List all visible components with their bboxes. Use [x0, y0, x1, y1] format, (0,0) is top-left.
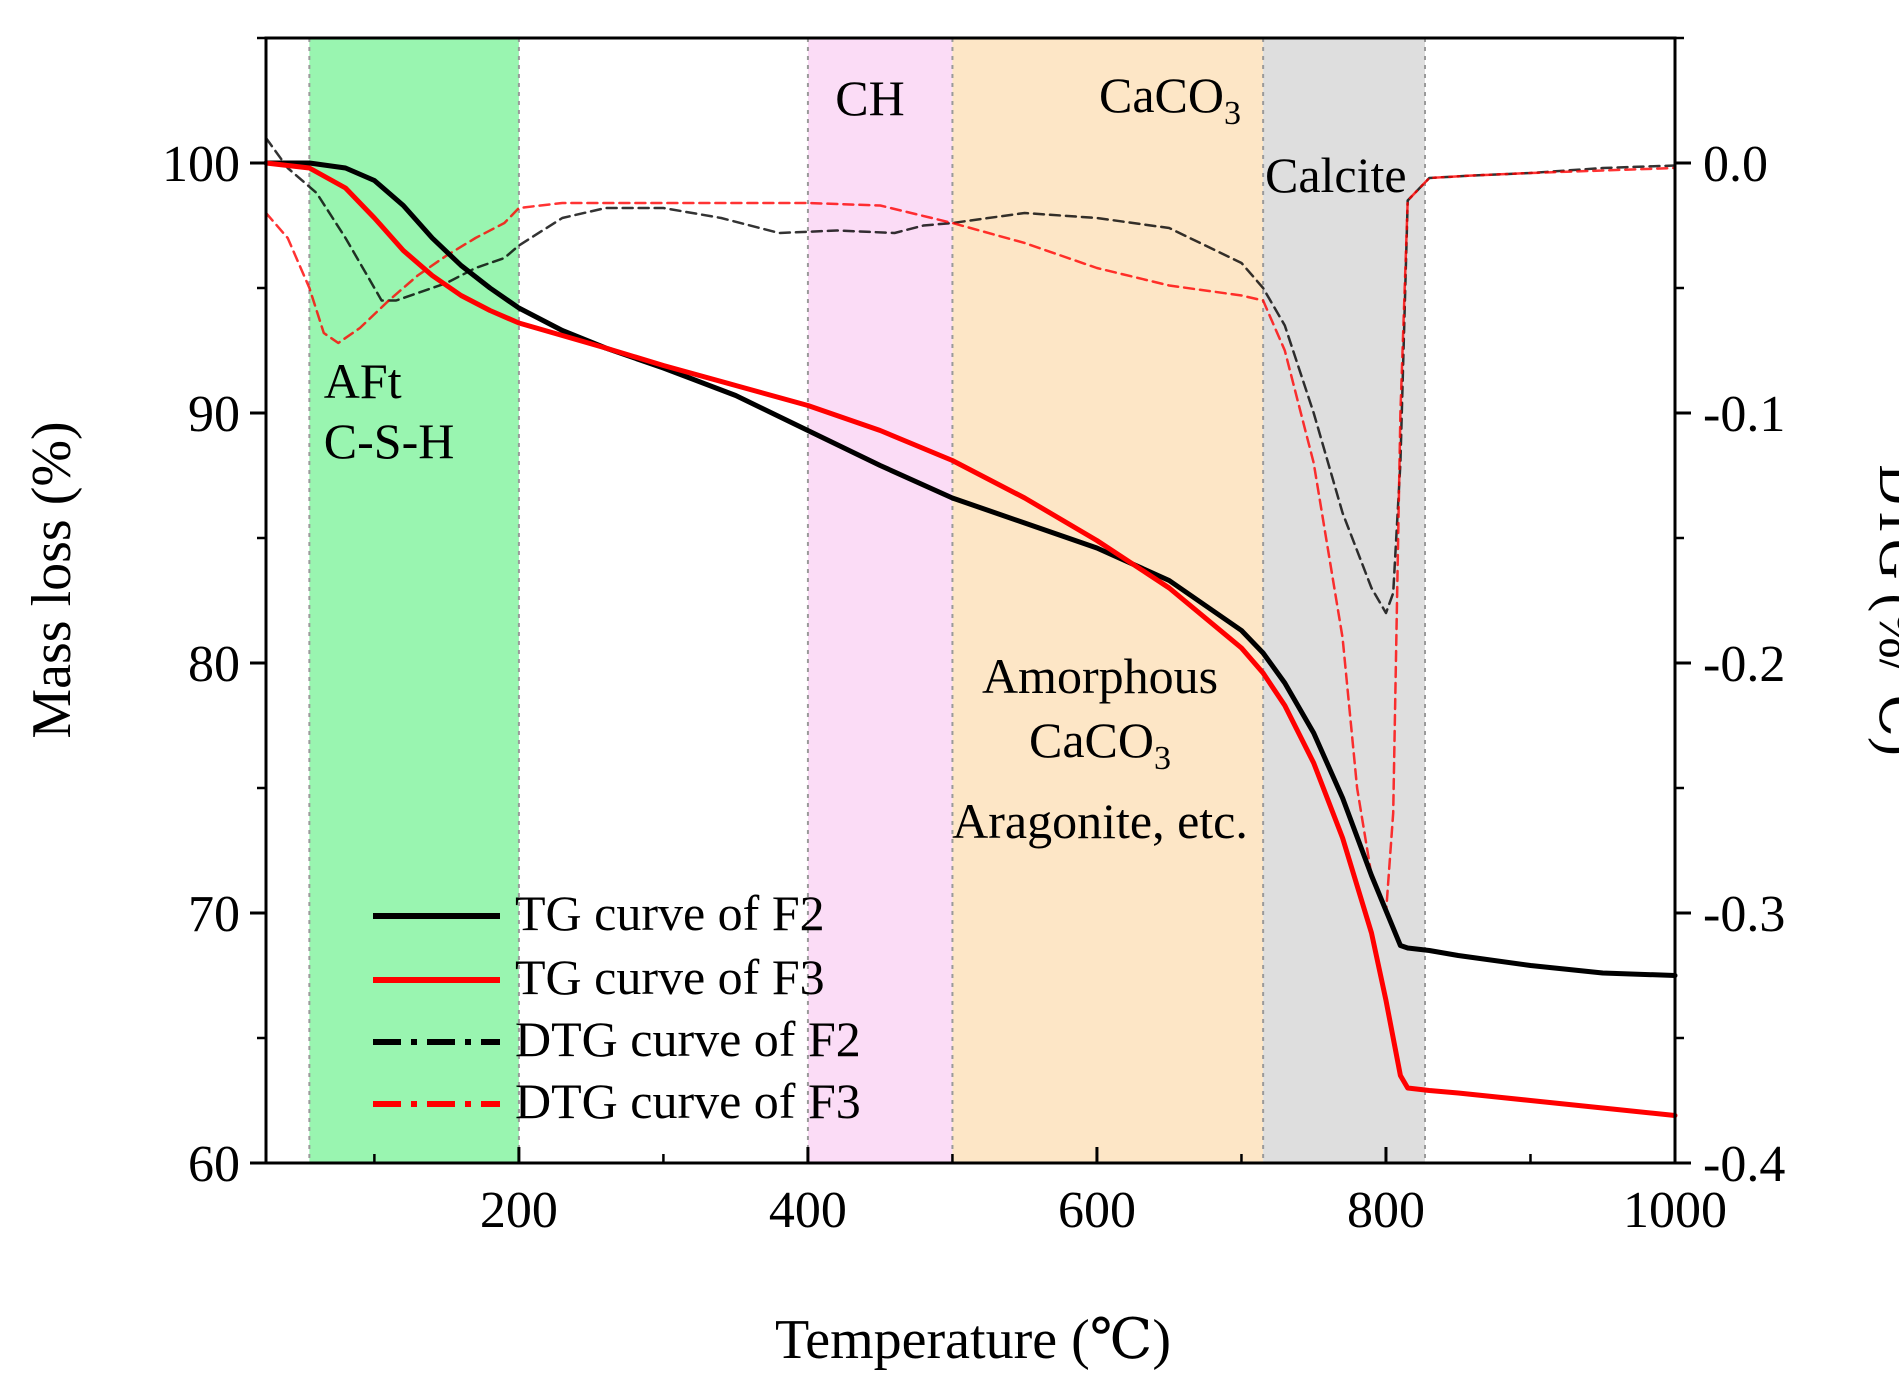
- y-left-tick-label: 100: [162, 136, 240, 193]
- y-left-tick-label: 70: [188, 886, 240, 943]
- series-line-dtg-curve-of-f3: [264, 166, 1677, 915]
- legend-label-tg-curve-of-f3: TG curve of F3: [515, 949, 825, 1005]
- region-label-amorphous-caco3: CaCO3: [1029, 712, 1171, 777]
- temperature-regions: [308, 38, 1426, 1163]
- y-right-tick-label: -0.4: [1703, 1136, 1785, 1193]
- x-axis-title: Temperature (℃): [775, 1309, 1171, 1371]
- x-tick-label: 1000: [1623, 1182, 1727, 1239]
- axes: [250, 36, 1691, 1165]
- y-right-tick-label: 0.0: [1703, 136, 1768, 193]
- x-tick-label: 400: [769, 1182, 847, 1239]
- y-axis-title-right: DTG (%/℃): [1867, 464, 1899, 755]
- series-line-tg-curve-of-f3: [263, 160, 1678, 1118]
- region-band-2: [952, 38, 1264, 1163]
- data-series: [263, 136, 1678, 1118]
- region-band-0: [309, 38, 519, 1163]
- region-label-aragonite: Aragonite, etc.: [952, 793, 1248, 849]
- y-left-tick-label: 80: [188, 636, 240, 693]
- y-axis-title-left: Mass loss (%): [21, 421, 83, 738]
- y-right-tick-label: -0.3: [1703, 886, 1785, 943]
- tick-labels: 200 400 600 800 1000 60 70 80 90 100 -0.4 -0.3 -0.2 -…: [162, 136, 1785, 1239]
- plot-frame: [264, 36, 1677, 1165]
- legend-label-tg-curve-of-f2: TG curve of F2: [515, 885, 825, 941]
- y-left-tick-label: 60: [188, 1136, 240, 1193]
- region-band-3: [1263, 38, 1425, 1163]
- y-right-tick-label: -0.2: [1703, 636, 1785, 693]
- region-label-calcite-caco3: CaCO3: [1099, 67, 1241, 132]
- region-labels: AFt C-S-H CH Amorphous CaCO3 Aragonite, etc. C…: [324, 67, 1407, 849]
- legend: TG curve of F2 TG curve of F3 DTG curve of…: [373, 885, 861, 1129]
- region-label-aft-csh: AFt C-S-H: [324, 353, 455, 469]
- series-line-tg-curve-of-f2: [263, 160, 1678, 978]
- x-tick-label: 800: [1347, 1182, 1425, 1239]
- region-label-amorphous: Amorphous: [982, 648, 1218, 704]
- region-label-ch: CH: [835, 70, 904, 126]
- y-left-tick-label: 90: [188, 386, 240, 443]
- legend-label-dtg-curve-of-f3: DTG curve of F3: [515, 1073, 861, 1129]
- region-label-calcite: Calcite: [1265, 147, 1407, 203]
- x-tick-label: 600: [1058, 1182, 1136, 1239]
- y-right-tick-label: -0.1: [1703, 386, 1785, 443]
- legend-label-dtg-curve-of-f2: DTG curve of F2: [515, 1011, 861, 1067]
- x-tick-label: 200: [480, 1182, 558, 1239]
